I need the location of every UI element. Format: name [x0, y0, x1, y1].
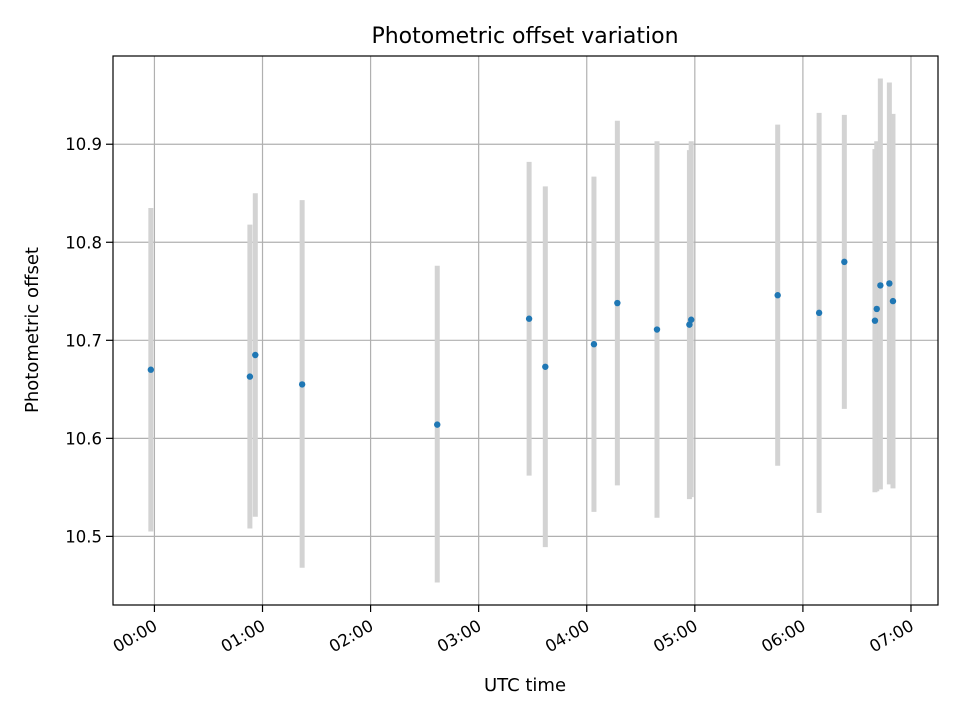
data-point: [147, 366, 155, 373]
data-point: [815, 309, 823, 317]
chart-title: Photometric offset variation: [371, 24, 678, 49]
data-point: [886, 280, 893, 287]
data-point: [686, 321, 693, 328]
x-axis-label: UTC time: [484, 675, 566, 696]
data-point: [877, 282, 884, 289]
data-point: [298, 381, 306, 388]
data-point: [871, 317, 879, 324]
y-tick-label: 10.8: [65, 233, 102, 252]
data-point: [252, 351, 259, 359]
data-point: [841, 258, 848, 266]
data-point: [542, 363, 549, 370]
y-axis-label: Photometric offset: [22, 247, 43, 413]
plot-frame: [112, 55, 939, 606]
data-point: [525, 315, 533, 322]
data-point: [246, 373, 254, 380]
y-axis-ticks: 10.5 10.6 10.7 10.8 10.9: [65, 135, 113, 546]
data-points: [147, 258, 897, 428]
y-tick-label: 10.7: [65, 331, 102, 350]
y-tick-label: 10.9: [65, 135, 102, 154]
data-point: [434, 421, 441, 428]
y-tick-label: 10.5: [65, 527, 102, 546]
y-tick-label: 10.6: [65, 429, 102, 448]
data-point: [873, 305, 880, 313]
data-point: [774, 292, 781, 299]
data-point: [889, 297, 897, 305]
data-point: [653, 326, 661, 333]
data-point: [590, 341, 598, 348]
data-point: [614, 299, 621, 307]
data-point: [688, 316, 695, 323]
